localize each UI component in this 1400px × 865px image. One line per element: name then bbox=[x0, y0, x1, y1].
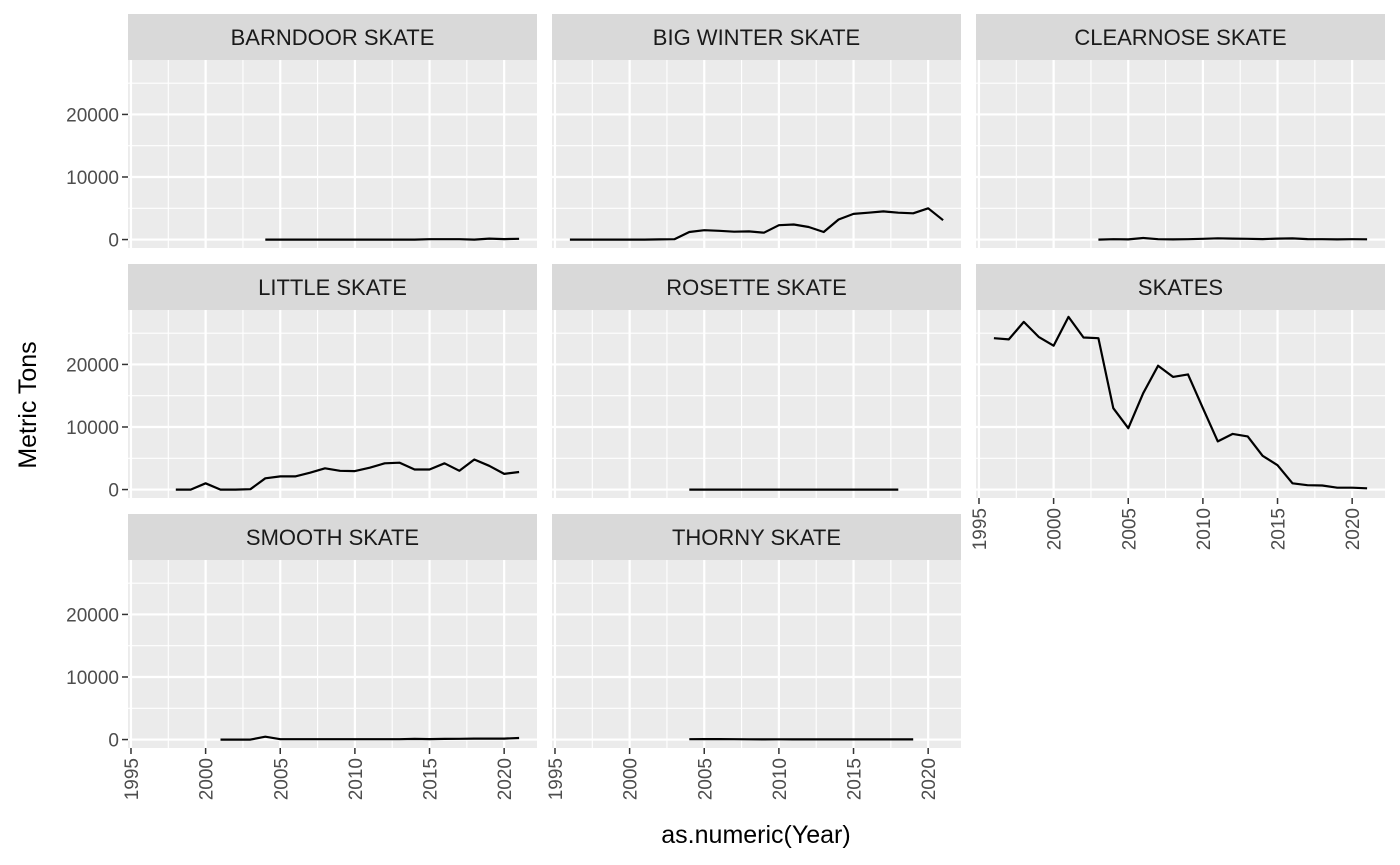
y-tick-label: 20000 bbox=[66, 105, 119, 126]
facet-strip-label: CLEARNOSE SKATE bbox=[1074, 25, 1286, 50]
x-tick-label: 2005 bbox=[695, 758, 716, 800]
facet-strip-label: ROSETTE SKATE bbox=[666, 275, 847, 300]
x-tick-label: 1995 bbox=[546, 758, 567, 800]
panel-background bbox=[552, 560, 961, 748]
y-tick-label: 20000 bbox=[66, 605, 119, 626]
y-axis-title: Metric Tons bbox=[14, 341, 42, 468]
facet-panel-smooth-skate: SMOOTH SKATE 0 10000 20000 1995 2000 2005 2010 2… bbox=[66, 514, 537, 800]
facet-panel-skates: SKATES 1995 2000 2005 2010 2015 2020 bbox=[970, 264, 1385, 550]
x-tick-label: 2010 bbox=[770, 758, 791, 800]
panel-background bbox=[976, 60, 1385, 248]
facet-strip bbox=[552, 514, 961, 560]
facet-strip bbox=[128, 264, 537, 310]
series-line bbox=[569, 207, 944, 241]
y-tick-label: 0 bbox=[108, 231, 119, 252]
x-tick-label: 2005 bbox=[271, 758, 292, 800]
facet-strip-label: SMOOTH SKATE bbox=[246, 525, 419, 550]
panel-background bbox=[976, 310, 1385, 498]
facet-strip-label: BIG WINTER SKATE bbox=[653, 25, 860, 50]
facet-panel-clearnose-skate: CLEARNOSE SKATE bbox=[976, 14, 1385, 248]
series-line bbox=[1098, 236, 1368, 241]
y-tick-label: 10000 bbox=[66, 168, 119, 189]
facet-strip-label: BARNDOOR SKATE bbox=[231, 25, 435, 50]
x-tick-label: 2000 bbox=[197, 758, 218, 800]
facet-strip bbox=[976, 14, 1385, 60]
facet-strip-label: THORNY SKATE bbox=[672, 525, 841, 550]
facet-panel-barndoor-skate: BARNDOOR SKATE 0 10000 20000 bbox=[66, 14, 537, 252]
facet-panel-big-winter-skate: BIG WINTER SKATE bbox=[552, 14, 961, 248]
y-tick-label: 0 bbox=[108, 481, 119, 502]
facet-strip bbox=[128, 14, 537, 60]
x-tick-label: 2010 bbox=[346, 758, 367, 800]
facet-panel-little-skate: LITTLE SKATE 0 10000 20000 bbox=[66, 264, 537, 502]
x-tick-label: 2000 bbox=[1045, 508, 1066, 550]
panel-background bbox=[128, 60, 537, 248]
x-tick-label: 1995 bbox=[122, 758, 143, 800]
facet-strip-label: SKATES bbox=[1138, 275, 1223, 300]
y-tick-label: 10000 bbox=[66, 418, 119, 439]
x-tick-label: 1995 bbox=[970, 508, 991, 550]
x-tick-label: 2005 bbox=[1119, 508, 1140, 550]
x-axis-title: as.numeric(Year) bbox=[661, 821, 850, 849]
facet-strip-label: LITTLE SKATE bbox=[258, 275, 407, 300]
x-tick-label: 2020 bbox=[495, 758, 516, 800]
y-tick-label: 0 bbox=[108, 731, 119, 752]
x-tick-label: 2010 bbox=[1194, 508, 1215, 550]
panel-background bbox=[552, 310, 961, 498]
x-tick-label: 2000 bbox=[621, 758, 642, 800]
facet-strip bbox=[128, 514, 537, 560]
x-tick-label: 2020 bbox=[1343, 508, 1364, 550]
panel-background bbox=[128, 310, 537, 498]
x-tick-label: 2015 bbox=[845, 758, 866, 800]
facet-strip bbox=[976, 264, 1385, 310]
series-line bbox=[175, 458, 520, 491]
y-tick-label: 10000 bbox=[66, 668, 119, 689]
facet-strip bbox=[552, 14, 961, 60]
facet-panel-thorny-skate: THORNY SKATE 1995 2000 2005 2010 2015 2020 bbox=[546, 514, 961, 800]
x-tick-label: 2015 bbox=[1269, 508, 1290, 550]
series-line bbox=[265, 237, 520, 241]
y-tick-label: 20000 bbox=[66, 355, 119, 376]
series-line bbox=[993, 315, 1368, 490]
panel-background bbox=[552, 60, 961, 248]
facet-strip bbox=[552, 264, 961, 310]
x-tick-label: 2020 bbox=[919, 758, 940, 800]
facet-panel-rosette-skate: ROSETTE SKATE bbox=[552, 264, 961, 498]
x-tick-label: 2015 bbox=[421, 758, 442, 800]
panel-background bbox=[128, 560, 537, 748]
series-line bbox=[220, 735, 520, 741]
